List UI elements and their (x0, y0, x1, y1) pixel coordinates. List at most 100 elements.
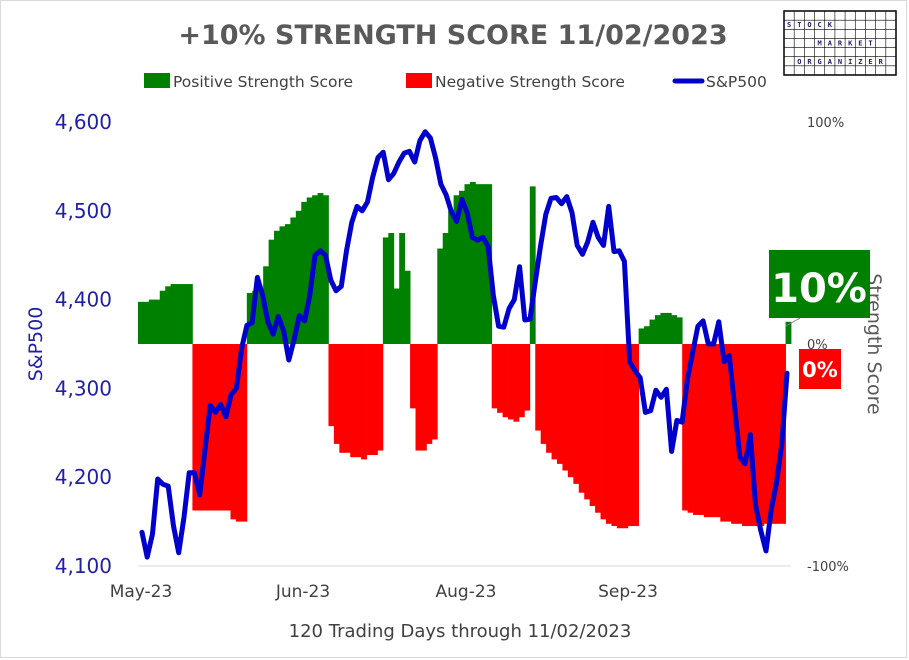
legend: Positive Strength Score Negative Strengt… (144, 73, 767, 91)
negative-bar (622, 344, 629, 529)
negative-bar (763, 344, 770, 524)
negative-bar (731, 344, 737, 524)
left-tick-label: 4,100 (55, 554, 112, 578)
right-tick-label: 100% (807, 116, 844, 131)
positive-bar (317, 193, 324, 344)
negative-bar (235, 344, 242, 522)
positive-bar (143, 301, 150, 344)
left-tick-label: 4,500 (55, 199, 112, 223)
current-score-label: 10% (771, 266, 867, 312)
positive-bar (464, 184, 471, 344)
negative-bar (371, 344, 378, 455)
svg-text:R: R (838, 40, 843, 48)
positive-bar (306, 197, 313, 344)
positive-bar (176, 284, 182, 344)
negative-bar (415, 344, 422, 451)
negative-bar (605, 344, 612, 524)
negative-bar (742, 344, 748, 527)
negative-bar (339, 344, 346, 453)
current-score-box (769, 250, 870, 318)
negative-bar (557, 344, 563, 464)
x-tick-label: Sep-23 (598, 582, 658, 602)
negative-bar (361, 344, 367, 460)
negative-bar (687, 344, 694, 513)
left-tick-label: 4,300 (55, 376, 112, 400)
positive-bar (459, 190, 465, 344)
negative-bar (693, 344, 699, 515)
current-negative-box (799, 349, 841, 389)
negative-bar (225, 344, 231, 511)
svg-text:T: T (868, 40, 872, 48)
left-tick-label: 4,400 (55, 288, 112, 312)
negative-bar (627, 344, 634, 527)
positive-bar (644, 326, 650, 344)
positive-bar (638, 328, 645, 344)
x-axis-title: 120 Trading Days through 11/02/2023 (289, 621, 632, 642)
negative-bar (535, 344, 542, 431)
negative-bar (633, 344, 640, 527)
positive-bar (388, 233, 395, 344)
negative-bar (502, 344, 509, 418)
svg-text:A: A (828, 58, 833, 66)
positive-bar (442, 233, 449, 344)
positive-bar (154, 299, 161, 344)
negative-bar (551, 344, 558, 460)
svg-text:R: R (807, 58, 812, 66)
positive-bar (469, 181, 476, 344)
negative-bar (344, 344, 351, 453)
positive-bar (301, 201, 308, 344)
positive-bar (660, 312, 667, 344)
negative-bar (497, 344, 503, 413)
positive-bar (165, 286, 172, 344)
positive-bar (323, 195, 329, 344)
svg-text:E: E (858, 40, 862, 48)
positive-bar (785, 321, 792, 344)
positive-bar (404, 270, 411, 344)
svg-text:O: O (807, 21, 811, 29)
negative-bar (769, 344, 776, 524)
positive-bar (138, 301, 144, 344)
x-tick-label: May-23 (110, 582, 173, 602)
positive-bar (676, 317, 683, 344)
svg-text:C: C (817, 21, 821, 29)
positive-bar (437, 248, 444, 344)
positive-bar (290, 217, 297, 344)
svg-text:A: A (828, 40, 833, 48)
negative-bar (573, 344, 580, 484)
svg-text:K: K (828, 21, 833, 29)
legend-line-label: S&P500 (706, 73, 767, 91)
svg-text:N: N (838, 58, 842, 66)
negative-bar (377, 344, 384, 451)
positive-bar (448, 210, 455, 344)
svg-text:O: O (797, 58, 801, 66)
svg-text:Z: Z (858, 58, 862, 66)
x-tick-label: Jun-23 (275, 582, 330, 602)
positive-bar (393, 288, 400, 344)
negative-bar (431, 344, 438, 440)
right-y-axis: -100%0%100% (807, 116, 849, 575)
positive-bar (665, 312, 672, 344)
negative-bar (567, 344, 574, 478)
negative-bar (540, 344, 547, 444)
legend-negative-swatch (406, 73, 432, 88)
positive-bar (654, 315, 661, 344)
positive-bar (246, 292, 253, 344)
negative-bar (774, 344, 781, 524)
x-axis: May-23 Jun-23 Aug-23 Sep-23 (110, 582, 658, 602)
negative-bar (508, 344, 514, 420)
negative-bar (426, 344, 433, 444)
negative-bar (562, 344, 569, 471)
negative-bar (546, 344, 552, 453)
negative-bar (682, 344, 689, 511)
negative-bar (595, 344, 601, 513)
positive-bar (148, 299, 155, 344)
negative-bar (524, 344, 531, 411)
negative-bar (698, 344, 705, 515)
positive-bar (257, 288, 264, 344)
positive-bar (284, 224, 291, 344)
positive-bar (295, 210, 302, 344)
positive-bar (399, 233, 406, 344)
strength-bars (138, 181, 792, 529)
